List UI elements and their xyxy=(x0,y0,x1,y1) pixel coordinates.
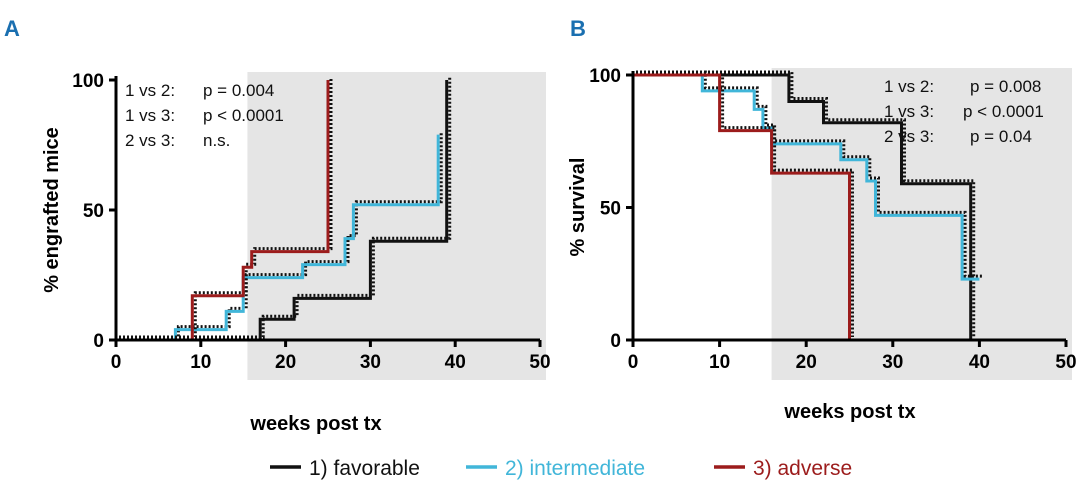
panel-a-y-tick-label: 0 xyxy=(93,331,104,352)
panel-a-x-tick-label: 20 xyxy=(275,352,296,373)
panel-b-series-favorable xyxy=(633,73,973,340)
panel-a-x-axis-title: weeks post tx xyxy=(249,413,381,435)
panel-a-x-tick-label: 0 xyxy=(111,352,122,373)
panel-a-series-adverse xyxy=(116,80,330,342)
panel-b-x-tick-label: 50 xyxy=(1055,352,1076,373)
panel-a-x-tick-label: 30 xyxy=(360,352,381,373)
panel-b-series-intermediate xyxy=(633,73,980,281)
panel-b-x-tick-label: 20 xyxy=(796,352,817,373)
panel-b-x-tick-label: 30 xyxy=(882,352,903,373)
panel-b-y-axis-title: % survival xyxy=(567,158,589,257)
panel-a-annot-2-value: p < 0.0001 xyxy=(203,106,284,125)
panel-a-letter: A xyxy=(4,16,20,41)
panel-a-annotations: 1 vs 2: p = 0.004 1 vs 3: p < 0.0001 2 v… xyxy=(125,81,284,150)
panel-b-x-tick-label: 40 xyxy=(969,352,990,373)
panel-a-x-tick-label: 40 xyxy=(445,352,466,373)
panel-b-annot-2-label: 1 vs 3: xyxy=(884,102,934,121)
legend-label-adverse: 3) adverse xyxy=(753,457,852,480)
panel-b-series-intermediate-dotted xyxy=(636,70,983,278)
panel-b-annot-1-label: 1 vs 2: xyxy=(884,77,934,96)
panel-b: B 0 10 20 30 40 50 0 50 100 1 vs 2: p = 0.008 1 … xyxy=(567,16,1077,423)
panel-b-annot-1-value: p = 0.008 xyxy=(970,77,1041,96)
panel-a-plot xyxy=(116,77,452,342)
panel-a-y-axis-title: % engrafted mice xyxy=(41,127,63,293)
panel-a-annot-3-label: 2 vs 3: xyxy=(125,131,175,150)
panel-a-annot-2-label: 1 vs 3: xyxy=(125,106,175,125)
panel-b-x-tick-label: 0 xyxy=(628,352,639,373)
panel-b-shaded-region xyxy=(771,68,1072,380)
panel-a-y-tick-label: 50 xyxy=(83,201,104,222)
panel-b-y-tick-label: 50 xyxy=(600,199,621,220)
panel-a-series-intermediate-dotted xyxy=(119,131,443,339)
panel-b-y-tick-label: 0 xyxy=(610,331,621,352)
panel-a-series-favorable xyxy=(116,80,449,342)
panel-b-annot-3-label: 2 vs 3: xyxy=(884,127,934,146)
panel-b-series-adverse xyxy=(633,73,851,340)
panel-b-y-tick-label: 100 xyxy=(589,66,621,87)
panel-a-annot-1-value: p = 0.004 xyxy=(203,81,274,100)
panel-a-series-favorable-dotted xyxy=(119,77,452,339)
panel-b-x-axis-title: weeks post tx xyxy=(783,401,915,423)
panel-a: A 0 10 20 30 40 50 0 50 100 1 vs 2: p = 0.004 1 … xyxy=(4,16,551,435)
panel-a-x-tick-label: 50 xyxy=(529,352,550,373)
panel-a-annot-3-value: n.s. xyxy=(203,131,230,150)
panel-a-x-tick-label: 10 xyxy=(190,352,211,373)
panel-a-annot-1-label: 1 vs 2: xyxy=(125,81,175,100)
panel-a-axes: 0 10 20 30 40 50 0 50 100 xyxy=(72,71,550,373)
panel-b-x-tick-label: 10 xyxy=(709,352,730,373)
panel-b-plot xyxy=(633,70,983,340)
legend: 1) favorable 2) intermediate 3) adverse xyxy=(270,457,852,480)
panel-b-letter: B xyxy=(570,16,586,41)
panel-a-shaded-region xyxy=(247,72,546,380)
panel-a-y-tick-label: 100 xyxy=(72,71,104,92)
legend-label-favorable: 1) favorable xyxy=(309,457,420,480)
panel-b-axes: 0 10 20 30 40 50 0 50 100 xyxy=(589,66,1076,373)
panel-b-annotations: 1 vs 2: p = 0.008 1 vs 3: p < 0.0001 2 v… xyxy=(884,77,1044,146)
panel-b-series-favorable-dotted xyxy=(636,70,976,337)
panel-b-annot-2-value: p < 0.0001 xyxy=(963,102,1044,121)
panel-b-annot-3-value: p = 0.04 xyxy=(970,127,1032,146)
legend-label-intermediate: 2) intermediate xyxy=(505,457,645,480)
